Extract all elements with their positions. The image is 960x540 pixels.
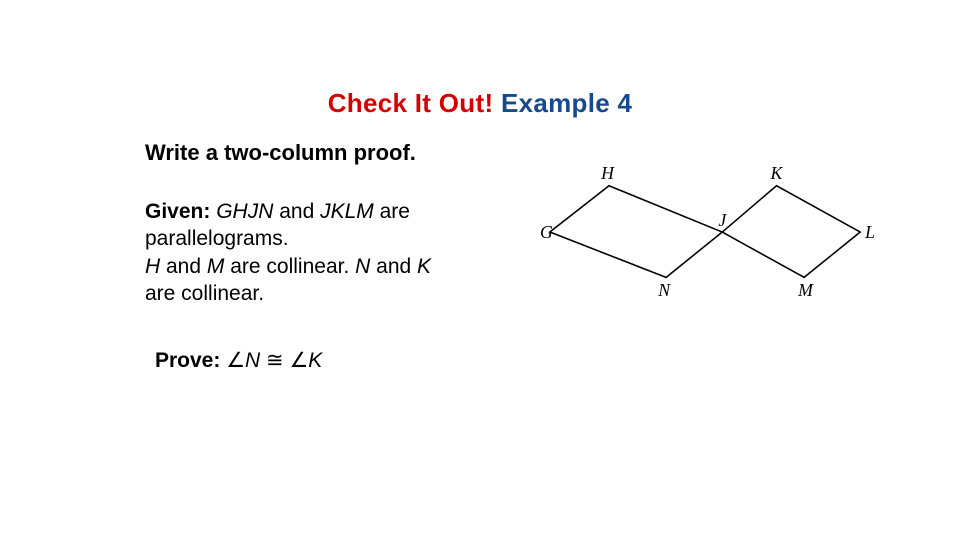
given-H: H	[145, 255, 160, 278]
svg-text:H: H	[600, 163, 615, 183]
given-line2: parallelograms.	[145, 227, 289, 250]
svg-text:M: M	[797, 280, 814, 300]
given-block: Given: GHJN and JKLM are parallelograms.…	[145, 198, 545, 307]
svg-text:K: K	[770, 163, 784, 183]
given-jklm: JKLM	[320, 200, 374, 223]
given-and2: and	[160, 255, 207, 278]
given-K: K	[417, 255, 431, 278]
heading-red: Check It Out!	[328, 88, 494, 118]
prove-K: K	[308, 349, 322, 372]
svg-text:J: J	[718, 210, 727, 230]
prove-expr: ∠N ≅ ∠K	[226, 349, 322, 372]
given-coll1: are collinear.	[224, 255, 355, 278]
given-line4: are collinear.	[145, 282, 264, 305]
given-tail1: are	[374, 200, 410, 223]
svg-text:N: N	[657, 280, 671, 300]
given-line3: H and M are collinear. N and K	[145, 255, 431, 278]
slide-heading: Check It Out! Example 4	[0, 88, 960, 119]
given-line1: GHJN and JKLM are	[216, 200, 410, 223]
instruction-text: Write a two-column proof.	[145, 140, 416, 166]
diagram-svg: G H J N K L M	[540, 155, 875, 315]
prove-N: N	[245, 349, 260, 372]
given-and1: and	[273, 200, 320, 223]
parallelogram-diagram: G H J N K L M	[540, 155, 875, 315]
congruent-icon: ≅	[260, 349, 289, 372]
given-and3: and	[370, 255, 417, 278]
given-label: Given:	[145, 200, 210, 223]
given-N: N	[355, 255, 370, 278]
svg-text:G: G	[540, 222, 553, 242]
svg-text:L: L	[864, 222, 875, 242]
prove-block: Prove: ∠N ≅ ∠K	[155, 348, 322, 373]
heading-blue: Example 4	[493, 88, 632, 118]
angle-icon: ∠	[226, 349, 245, 372]
given-M: M	[207, 255, 225, 278]
prove-label: Prove:	[155, 349, 220, 372]
angle-icon-2: ∠	[289, 349, 308, 372]
given-ghjn: GHJN	[216, 200, 273, 223]
